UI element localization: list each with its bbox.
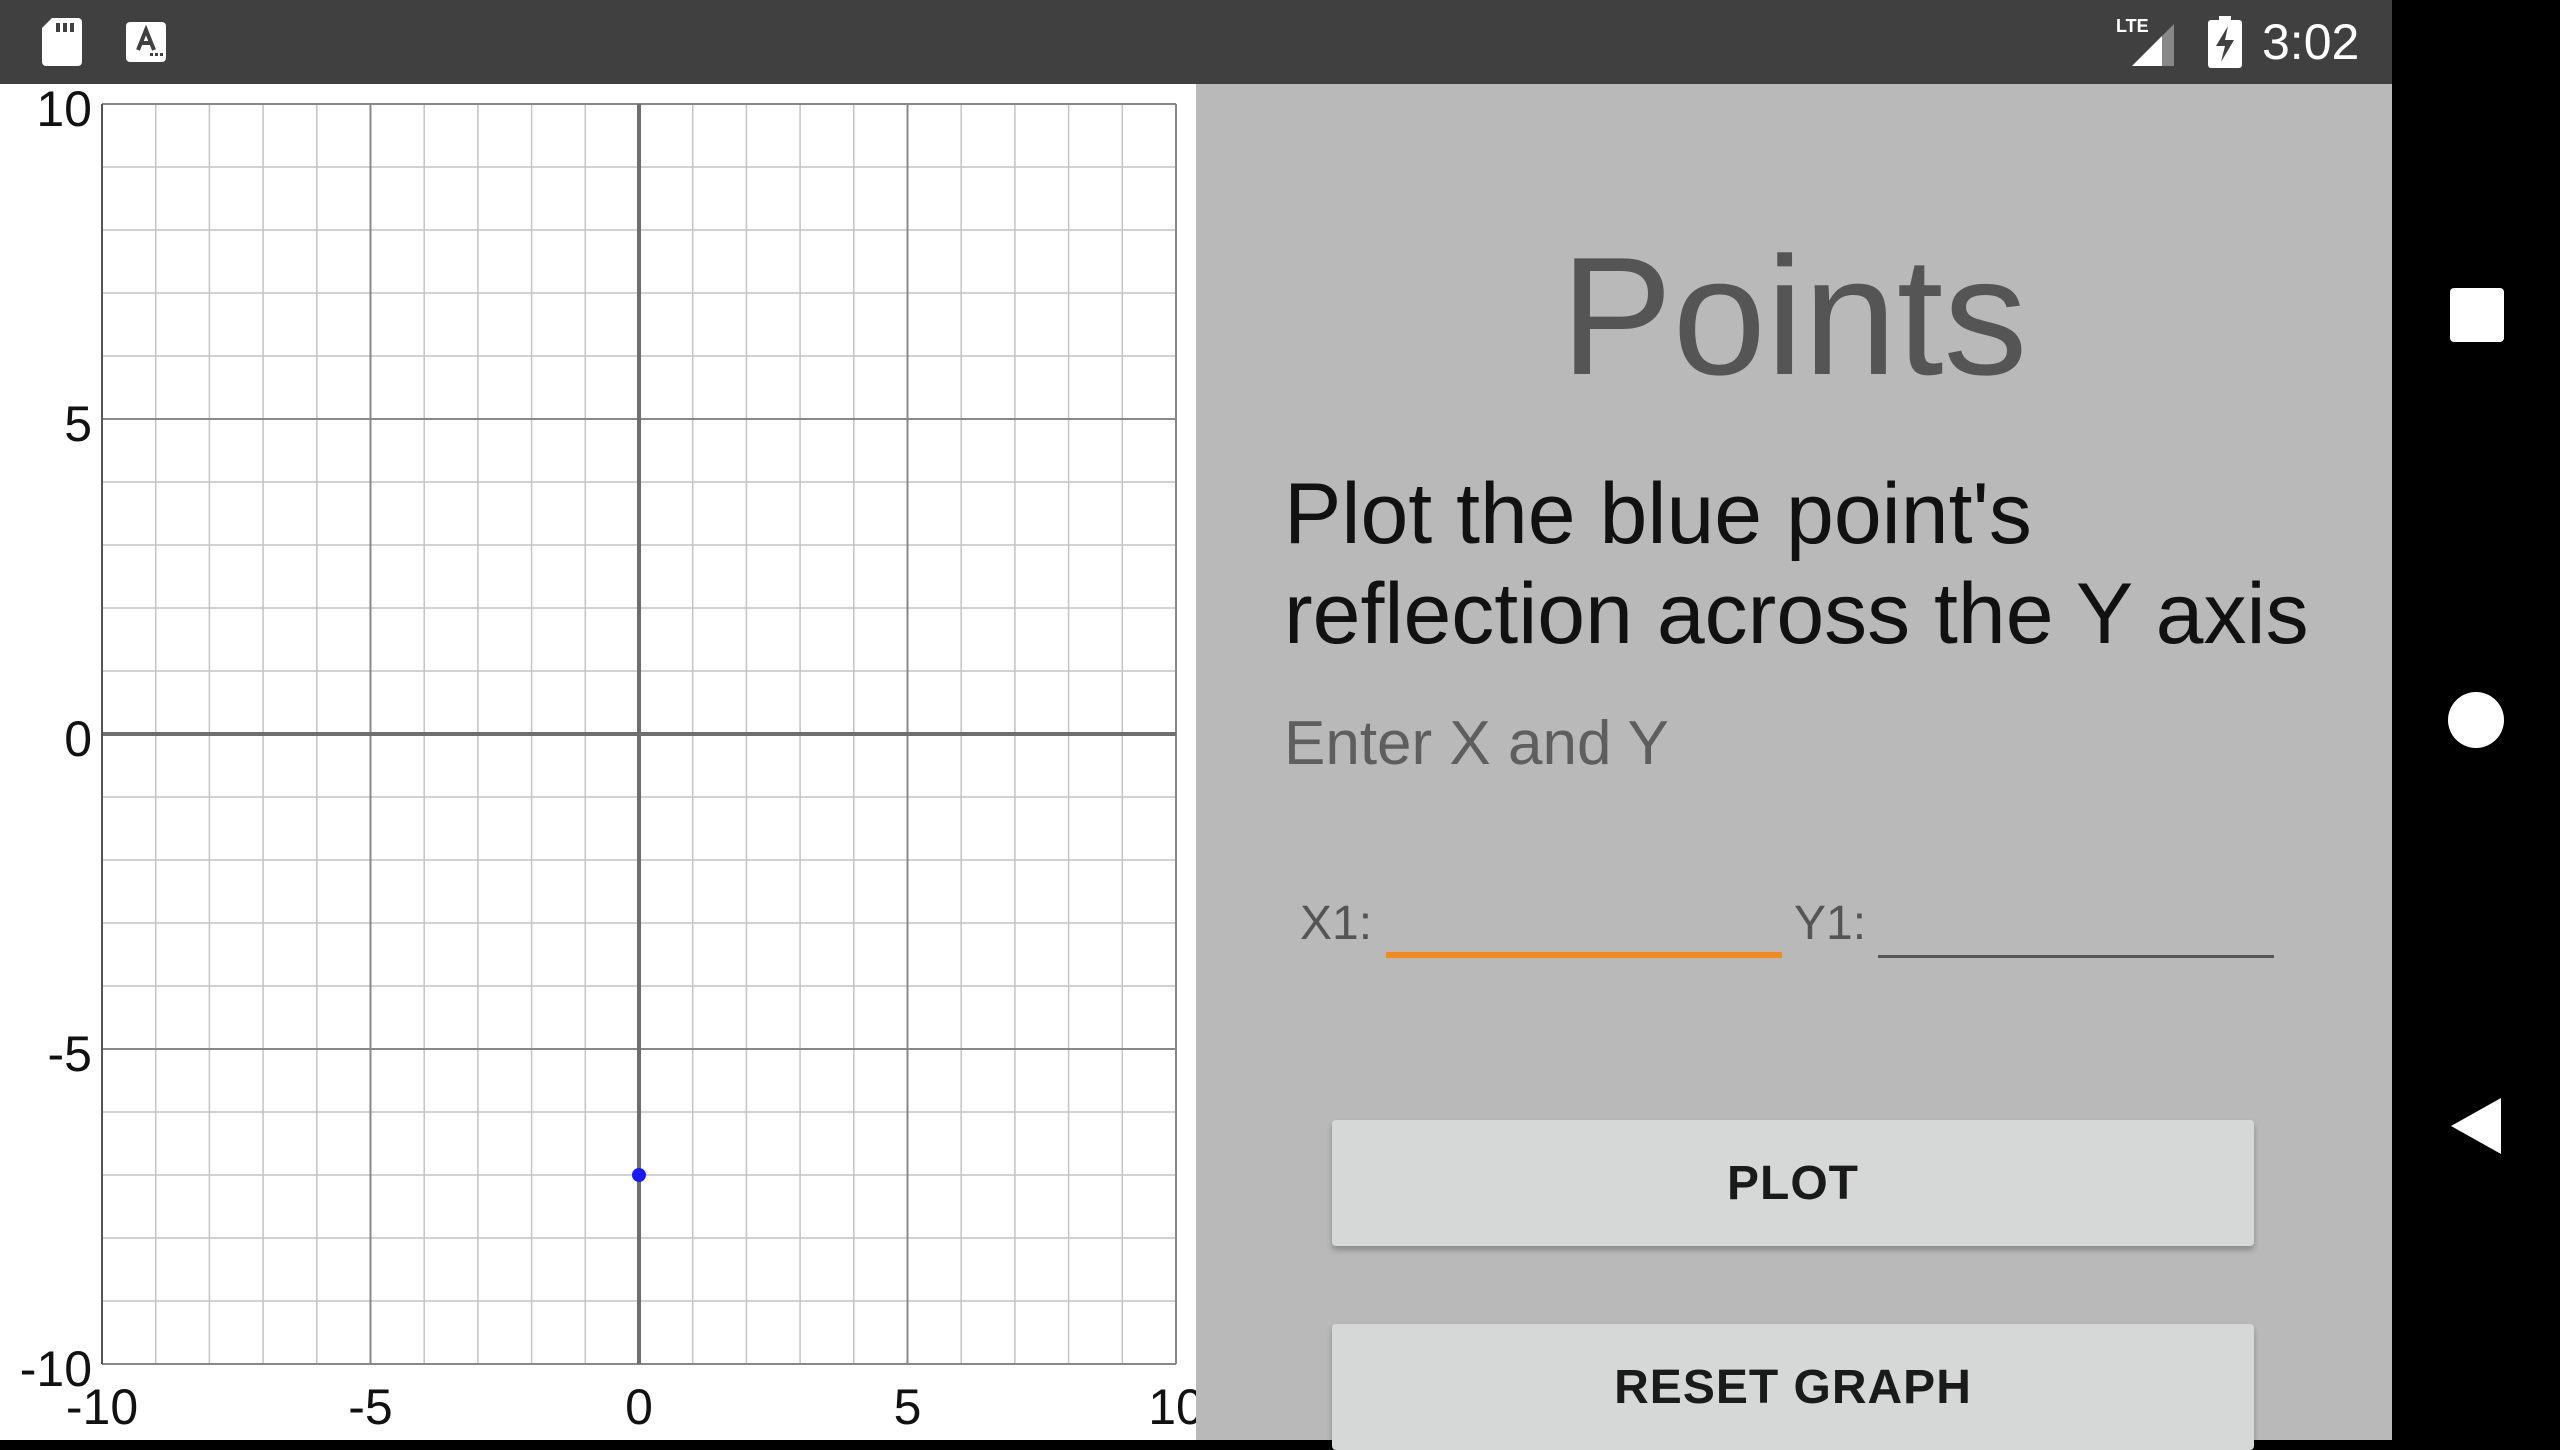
- plot-button[interactable]: PLOT: [1332, 1120, 2254, 1246]
- blue-point: [632, 1168, 646, 1182]
- y-tick-label: 0: [64, 711, 92, 767]
- keyboard-a-icon: [126, 22, 166, 62]
- x-tick-label: 10: [1148, 1379, 1196, 1435]
- control-panel: Points Plot the blue point's reflection …: [1196, 84, 2392, 1450]
- battery-charging-icon: [2208, 16, 2242, 68]
- hint-text: Enter X and Y: [1284, 709, 1669, 778]
- status-bar: LTE 3:02: [0, 0, 2392, 84]
- lte-signal-icon: LTE: [2116, 16, 2174, 66]
- x1-input[interactable]: [1386, 874, 1782, 958]
- y-tick-label: -10: [20, 1341, 92, 1397]
- graph-area[interactable]: 10 5 0 -5 -10 -10 -5 0 5 10: [0, 84, 1196, 1440]
- svg-text:LTE: LTE: [2116, 16, 2149, 36]
- x1-label: X1:: [1300, 897, 1373, 950]
- x-tick-label: -10: [66, 1379, 138, 1435]
- recents-icon[interactable]: [2450, 288, 2504, 342]
- x-tick-label: 0: [625, 1379, 653, 1435]
- x-tick-label: 5: [894, 1379, 922, 1435]
- clock: 3:02: [2262, 14, 2360, 70]
- back-icon[interactable]: [2449, 1096, 2503, 1156]
- sd-card-icon: [42, 18, 82, 66]
- page-title: Points: [1560, 222, 2028, 410]
- y-tick-label: 5: [64, 396, 92, 452]
- instruction-text: Plot the blue point's reflection across …: [1284, 466, 2309, 662]
- reset-graph-button[interactable]: RESET GRAPH: [1332, 1324, 2254, 1450]
- y1-input[interactable]: [1878, 874, 2274, 958]
- coordinate-graph[interactable]: 10 5 0 -5 -10-10 -5 0 5 10: [0, 84, 1196, 1440]
- home-icon[interactable]: [2447, 691, 2505, 749]
- y-tick-label: -5: [48, 1026, 92, 1082]
- x-tick-label: -5: [348, 1379, 392, 1435]
- y1-label: Y1:: [1794, 897, 1867, 950]
- y-tick-label: 10: [36, 84, 92, 137]
